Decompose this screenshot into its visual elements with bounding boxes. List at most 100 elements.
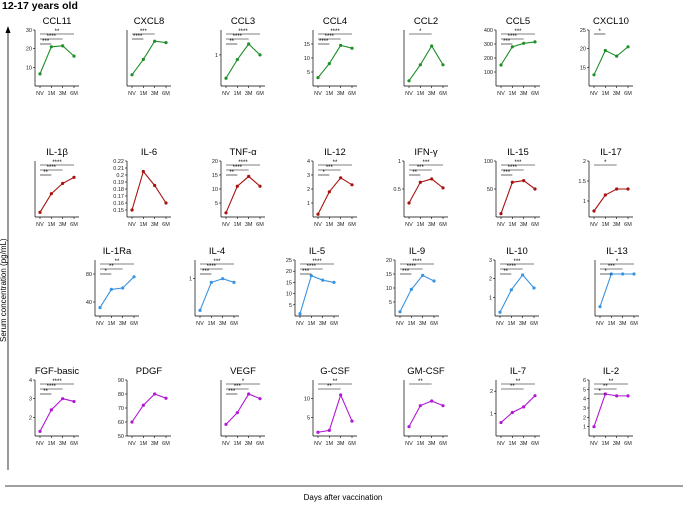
significance-label: ***	[140, 29, 148, 35]
x-tick-label: 6M	[330, 321, 338, 327]
panel-il-15: IL-15 50 100 NV 1M 3M 6M **********	[484, 147, 540, 228]
y-tick-label: 1	[490, 412, 493, 418]
x-tick-label: 3M	[520, 91, 528, 97]
x-tick-label: NV	[222, 91, 230, 97]
y-tick-label: 1	[398, 159, 401, 165]
x-tick-label: 3M	[520, 222, 528, 228]
x-tick-label: 6M	[624, 441, 632, 447]
y-tick-label: 80	[118, 392, 124, 398]
x-tick-label: 6M	[624, 222, 632, 228]
y-tick-label: 0.16	[113, 201, 124, 207]
significance-label: *	[598, 29, 601, 35]
significance-label: **	[109, 264, 114, 270]
x-tick-label: NV	[128, 441, 136, 447]
data-point	[632, 272, 636, 276]
data-point	[49, 45, 53, 49]
panel-title-il-9: IL-9	[409, 246, 425, 257]
data-point	[164, 41, 168, 45]
x-tick-label: NV	[128, 91, 136, 97]
data-point	[164, 396, 168, 400]
data-point	[418, 404, 422, 408]
y-tick-label: 3	[29, 397, 32, 403]
data-point	[407, 201, 411, 205]
y-tick-label: 0.15	[113, 208, 124, 214]
x-tick-label: 1M	[602, 222, 610, 228]
y-tick-label: 30	[26, 28, 32, 34]
x-tick-label: 1M	[408, 321, 416, 327]
x-tick-label: NV	[196, 321, 204, 327]
significance-label: ***	[326, 165, 334, 171]
data-point	[327, 190, 331, 194]
x-tick-label: 6M	[530, 321, 538, 327]
y-tick-label: 2	[583, 415, 586, 421]
series-line-il-13	[599, 273, 634, 307]
x-tick-label: 3M	[613, 222, 621, 228]
y-tick-label: 90	[118, 378, 124, 384]
panel-title-fgf-basic: FGF-basic	[35, 366, 80, 377]
x-tick-label: 6M	[439, 441, 447, 447]
significance-label: ****	[507, 264, 517, 270]
panel-title-pdgf: PDGF	[136, 366, 163, 377]
significance-label: ****	[508, 165, 518, 171]
data-point	[432, 279, 436, 283]
data-point	[522, 41, 526, 45]
series-line-ccl4	[317, 44, 353, 78]
x-tick-label: 1M	[48, 441, 56, 447]
significance-label: **	[43, 170, 48, 176]
significance-label: **	[229, 39, 234, 45]
data-point	[61, 397, 65, 401]
significance-label: ***	[234, 384, 242, 390]
global-axes: Serum concentration (pg/mL) Days after v…	[0, 26, 683, 502]
data-point	[141, 169, 145, 174]
significance-label: ****	[412, 259, 422, 265]
data-point	[621, 272, 625, 276]
significance-label: ****	[508, 34, 518, 40]
data-point	[522, 179, 526, 183]
y-tick-label: 3	[489, 258, 492, 264]
y-tick-label: 100	[484, 159, 493, 165]
data-point	[224, 211, 228, 215]
panel-title-il-17: IL-17	[600, 147, 622, 158]
x-tick-label: 3M	[337, 222, 345, 228]
y-tick-label: 4	[307, 159, 310, 165]
y-tick-label: 10	[286, 292, 292, 298]
y-tick-label: 50	[487, 187, 493, 193]
data-point	[499, 420, 503, 425]
significance-label: ***	[213, 259, 221, 265]
significance-label: ****	[133, 34, 143, 40]
data-point	[615, 187, 619, 191]
data-point	[198, 308, 202, 312]
y-tick-label: 70	[118, 406, 124, 412]
data-point	[130, 73, 134, 77]
data-point	[38, 429, 42, 433]
series-line-il-10	[499, 274, 535, 313]
x-tick-label: 3M	[428, 441, 436, 447]
x-tick-label: 3M	[419, 321, 427, 327]
x-tick-label: 1M	[509, 441, 517, 447]
data-point	[209, 280, 213, 284]
panel-title-il-4: IL-4	[209, 246, 225, 257]
significance-label: ***	[514, 160, 522, 166]
x-tick-label: 1M	[108, 321, 116, 327]
y-tick-label: 40	[86, 300, 92, 306]
x-tick-label: 3M	[337, 91, 345, 97]
data-point	[407, 425, 411, 429]
data-point	[350, 46, 354, 50]
x-tick-label: 1M	[417, 222, 425, 228]
series-line-il-1	[39, 176, 75, 213]
series-line-il-12	[317, 177, 353, 215]
significance-label: **	[333, 160, 338, 166]
data-point	[141, 57, 145, 62]
x-tick-label: 6M	[430, 321, 438, 327]
x-tick-label: 3M	[59, 91, 67, 97]
data-point	[247, 392, 251, 396]
series-line-il-5	[299, 274, 335, 314]
y-tick-label: 50	[118, 434, 124, 440]
y-tick-label: 5	[307, 70, 310, 76]
data-point	[626, 45, 630, 49]
x-tick-label: NV	[222, 222, 230, 228]
